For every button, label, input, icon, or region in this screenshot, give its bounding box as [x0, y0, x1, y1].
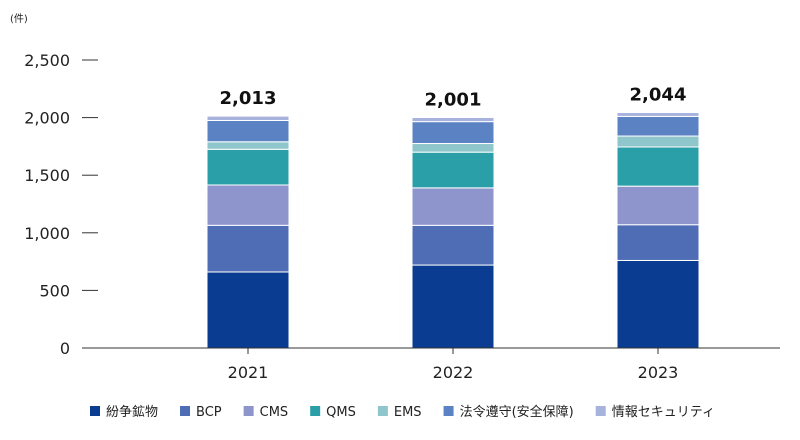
total-labels: 2,013 2,001 2,044 — [220, 85, 687, 111]
legend-item: QMS — [310, 405, 356, 420]
y-tick-label: 2,500 — [24, 51, 70, 70]
bar-segment — [411, 224, 495, 266]
legend-swatch — [443, 406, 454, 416]
bar-segment — [411, 264, 495, 349]
bar-segment — [206, 224, 290, 273]
legend-item: 情報セキュリティ — [595, 405, 715, 420]
x-axis: 2021 2022 2023 — [82, 347, 780, 382]
bar-segment — [616, 112, 700, 117]
legend-label: EMS — [394, 405, 422, 420]
y-tick-label: 500 — [39, 281, 70, 300]
legend-label: 情報セキュリティ — [612, 405, 715, 420]
bar-segment — [616, 135, 700, 148]
bar-segment — [411, 151, 495, 189]
legend-swatch — [310, 406, 321, 416]
bar-segment — [206, 148, 290, 186]
bar-segment — [411, 143, 495, 153]
legend-label: 紛争鉱物 — [106, 404, 158, 420]
legend-swatch — [180, 406, 191, 416]
bar-segment — [206, 141, 290, 150]
legend-item: EMS — [377, 405, 422, 420]
bar-segment — [616, 259, 700, 349]
legend-label: BCP — [196, 405, 222, 420]
x-tick-label: 2023 — [638, 363, 679, 382]
legend-swatch — [377, 406, 388, 416]
bars — [206, 112, 700, 349]
y-tick-label: 1,500 — [24, 166, 70, 185]
legend-swatch — [595, 406, 606, 416]
x-tick-label: 2022 — [433, 363, 474, 382]
bar-stack-2021 — [206, 115, 290, 349]
legend-label: QMS — [326, 405, 356, 420]
legend-item: 紛争鉱物 — [90, 404, 158, 420]
bar-segment — [411, 116, 495, 123]
bar-segment — [616, 146, 700, 187]
y-axis: 0 500 1,000 1,500 2,000 2,500 — [24, 51, 98, 358]
legend-label: 法令遵守(安全保障) — [460, 404, 574, 420]
bar-segment — [616, 224, 700, 261]
y-tick-label: 0 — [60, 339, 70, 358]
bar-segment — [206, 184, 290, 226]
bar-stack-2023 — [616, 112, 700, 349]
unit-label: (件) — [10, 13, 28, 25]
bar-segment — [411, 187, 495, 226]
total-data-label: 2,001 — [425, 89, 482, 110]
legend-label: CMS — [260, 405, 289, 420]
bar-segment — [616, 115, 700, 137]
bar-stack-2022 — [411, 116, 495, 349]
bar-segment — [616, 185, 700, 226]
bar-segment — [206, 271, 290, 349]
legend-item: BCP — [180, 405, 222, 420]
legend-item: 法令遵守(安全保障) — [443, 404, 574, 420]
bar-segment — [411, 121, 495, 145]
legend-item: CMS — [243, 405, 289, 420]
legend: 紛争鉱物 BCP CMS QMS EMS 法令遵守(安全保障) 情報セキュリティ — [90, 404, 715, 420]
legend-swatch — [243, 406, 254, 416]
bar-segment — [206, 115, 290, 121]
y-tick-label: 2,000 — [24, 109, 70, 128]
total-data-label: 2,044 — [630, 85, 687, 106]
legend-swatch — [90, 406, 100, 416]
bar-segment — [206, 119, 290, 143]
x-tick-label: 2021 — [228, 363, 269, 382]
total-data-label: 2,013 — [220, 88, 277, 109]
y-tick-label: 1,000 — [24, 224, 70, 243]
